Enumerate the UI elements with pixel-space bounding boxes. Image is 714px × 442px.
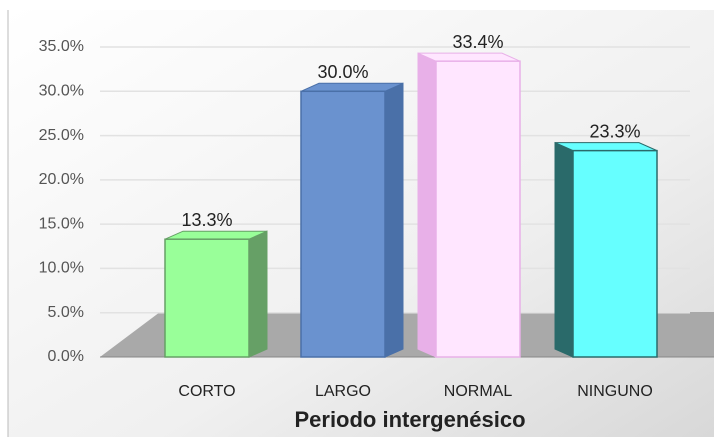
bar-side	[384, 82, 404, 358]
bar-top	[164, 230, 268, 240]
bar-top	[554, 142, 658, 152]
y-tick-label: 35.0%	[39, 38, 84, 55]
x-tick-label: LARGO	[315, 383, 371, 400]
y-tick-label: 20.0%	[39, 171, 84, 188]
bar-top	[300, 82, 404, 92]
x-tick-label: NINGUNO	[577, 383, 653, 400]
y-tick-label: 0.0%	[48, 348, 84, 365]
value-label: 30.0%	[317, 62, 368, 82]
y-tick-label: 10.0%	[39, 260, 84, 277]
bar-side	[417, 52, 437, 358]
x-tick-label: CORTO	[178, 383, 235, 400]
bar-top	[417, 52, 521, 62]
value-label: 23.3%	[589, 121, 640, 141]
bar	[300, 90, 386, 358]
bar-side	[248, 230, 268, 358]
bar	[164, 238, 250, 358]
y-tick-label: 25.0%	[39, 127, 84, 144]
value-label: 33.4%	[452, 32, 503, 52]
bar	[572, 149, 658, 358]
y-tick-label: 30.0%	[39, 83, 84, 100]
x-tick-label: NORMAL	[444, 383, 513, 400]
y-tick-label: 15.0%	[39, 215, 84, 232]
value-label: 13.3%	[181, 210, 232, 230]
bar	[435, 60, 521, 358]
bar-side	[554, 141, 574, 358]
x-axis-title: Periodo intergenésico	[294, 407, 525, 432]
y-tick-label: 5.0%	[48, 304, 84, 321]
